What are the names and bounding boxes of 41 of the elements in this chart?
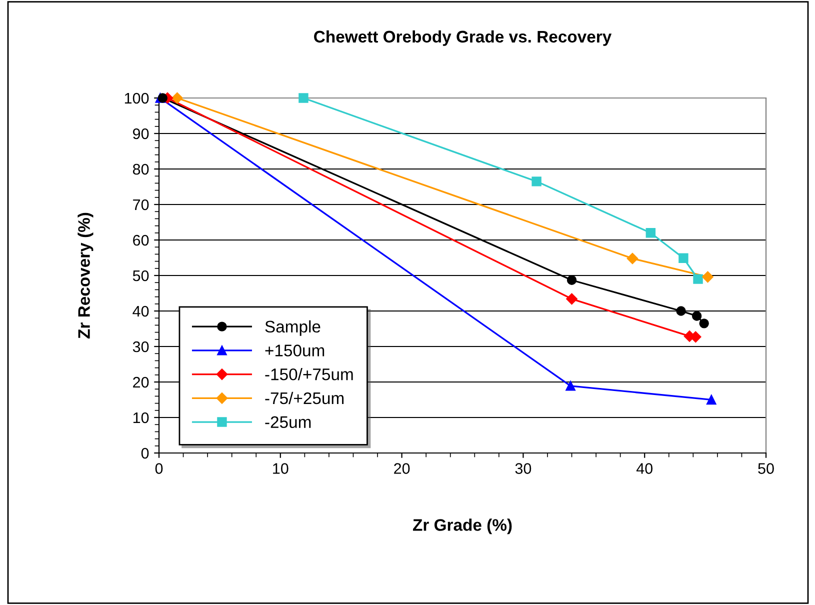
- x-tick-label: 50: [758, 463, 774, 474]
- point: [676, 306, 686, 316]
- point: [699, 318, 709, 328]
- y-tick-label: 30: [132, 341, 149, 352]
- point: [158, 93, 168, 103]
- y-tick-label: 20: [133, 376, 149, 388]
- y-tick-label: 50: [132, 270, 149, 282]
- y-tick-label: 100: [124, 92, 149, 104]
- x-axis-title: Zr Grade (%): [412, 518, 512, 534]
- x-tick-label: 30: [515, 463, 532, 474]
- x-tick-label: 40: [636, 463, 652, 474]
- point: [702, 271, 714, 283]
- legend-label: Sample: [265, 320, 320, 336]
- y-tick-label: 90: [133, 128, 149, 140]
- x-tick-label: 10: [273, 463, 288, 474]
- y-tick-label: 40: [132, 306, 149, 317]
- y-tick-label: 60: [133, 234, 149, 246]
- point: [706, 394, 716, 405]
- y-tick-label: 80: [132, 164, 149, 175]
- point: [172, 92, 183, 104]
- point: [693, 274, 703, 284]
- y-tick-label: 0: [141, 448, 149, 459]
- legend-label: -25um: [265, 416, 311, 428]
- point: [692, 311, 702, 321]
- legend-label: -75/+25um: [265, 392, 344, 404]
- chart-title: Chewett Orebody Grade vs. Recovery: [314, 30, 612, 46]
- legend-label: -150/+75um: [265, 368, 353, 380]
- point: [566, 275, 577, 285]
- y-tick-label: 70: [133, 199, 149, 210]
- point: [532, 176, 542, 186]
- y-tick-label: 10: [133, 412, 149, 424]
- point: [298, 93, 308, 103]
- legend-label: +150um: [265, 344, 324, 356]
- point: [566, 381, 576, 391]
- point: [566, 293, 578, 305]
- point: [646, 228, 656, 238]
- point: [626, 252, 638, 264]
- point: [678, 253, 688, 263]
- x-tick-label: 0: [155, 463, 163, 474]
- y-axis-title: Zr Recovery (%): [78, 212, 94, 338]
- x-tick-label: 20: [394, 463, 410, 474]
